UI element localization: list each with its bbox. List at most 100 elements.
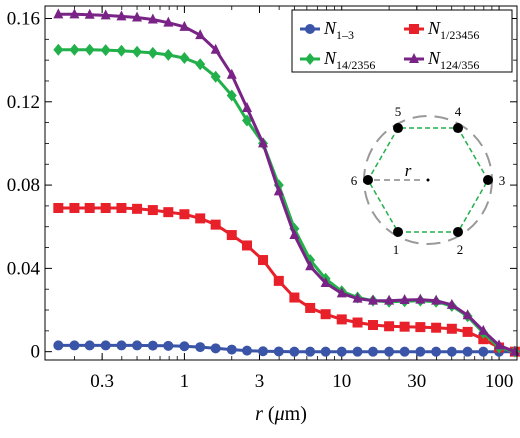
data-point	[431, 322, 442, 333]
data-point	[352, 317, 363, 328]
plot-frame	[44, 5, 518, 361]
data-point	[258, 346, 269, 357]
inset-site	[453, 226, 463, 237]
data-point	[384, 294, 395, 305]
data-point	[289, 292, 300, 303]
data-point	[242, 240, 253, 251]
legend-box	[291, 9, 513, 73]
data-point	[163, 16, 174, 27]
data-point	[163, 48, 174, 61]
data-point	[69, 202, 80, 213]
data-point	[462, 309, 473, 320]
data-point	[273, 275, 284, 286]
data-point	[446, 323, 457, 334]
data-point	[273, 185, 284, 196]
legend-label: N14/2356	[323, 48, 375, 72]
data-point	[116, 44, 127, 57]
data-point	[69, 8, 80, 19]
data-point	[179, 20, 190, 31]
data-point	[84, 340, 95, 351]
data-point	[431, 346, 442, 357]
legend-label: N1/23456	[427, 18, 479, 42]
series-line	[58, 343, 515, 354]
data-point	[195, 213, 206, 224]
data-point	[431, 294, 442, 305]
data-point	[100, 9, 111, 20]
data-point	[53, 202, 64, 213]
legend-marker	[409, 53, 419, 63]
data-point	[53, 340, 64, 351]
data-point	[226, 230, 237, 241]
inset-site-label: 3	[499, 173, 506, 188]
inset-site-label: 1	[393, 242, 400, 257]
x-tick-labels: 0.3 1 3 10 30 100	[90, 371, 513, 392]
data-point	[69, 340, 80, 351]
data-point	[320, 309, 331, 320]
data-point	[478, 346, 489, 357]
data-point	[179, 341, 190, 352]
data-point	[195, 29, 206, 40]
inset-site-label: 4	[455, 104, 462, 119]
data-point	[462, 326, 473, 337]
data-point	[53, 43, 64, 56]
data-point	[352, 292, 363, 303]
data-point	[367, 346, 378, 357]
legend-entry: N124/356	[404, 48, 479, 72]
inset-site	[363, 175, 373, 185]
data-point	[415, 346, 426, 357]
data-point	[494, 339, 505, 350]
data-point	[446, 298, 457, 309]
data-point	[210, 43, 221, 54]
data-point	[399, 321, 410, 332]
data-point	[336, 346, 347, 357]
data-point	[289, 229, 300, 240]
hexagon-inset: 1 2 3 4 5 6 r	[351, 104, 506, 257]
data-point	[352, 346, 363, 357]
data-point	[163, 207, 174, 218]
legend-marker	[305, 53, 315, 65]
legend-label-sub: 14/2356	[336, 58, 375, 72]
data-point	[226, 344, 237, 355]
inset-site	[453, 123, 463, 134]
data-point	[132, 45, 143, 58]
x-axis-title: r (μm)	[255, 403, 307, 425]
data-point	[210, 343, 221, 354]
y-tick-label: 0.08	[7, 175, 40, 196]
y-tick-label: 0.16	[7, 8, 40, 29]
inset-radius-label: r	[405, 161, 412, 180]
series-layer	[53, 8, 520, 358]
data-point	[132, 203, 143, 214]
data-point	[478, 334, 489, 345]
y-tick-labels: 0 0.04 0.08 0.12 0.16	[7, 8, 41, 362]
series-1-3	[53, 340, 520, 357]
inset-center	[426, 178, 430, 182]
data-point	[446, 346, 457, 357]
data-point	[415, 293, 426, 304]
data-point	[367, 294, 378, 305]
data-point	[258, 137, 269, 148]
legend-label: N124/356	[427, 48, 479, 72]
series-124-356	[53, 8, 520, 356]
y-tick-label: 0.12	[7, 92, 40, 113]
data-point	[147, 13, 158, 24]
inset-site-label: 5	[395, 104, 402, 119]
data-point	[242, 102, 253, 113]
data-point	[210, 219, 221, 230]
inset-site-label: 2	[457, 242, 464, 257]
data-point	[179, 52, 190, 65]
data-point	[69, 43, 80, 56]
data-point	[195, 342, 206, 353]
inset-site	[393, 226, 403, 237]
y-tick-label: 0	[31, 342, 41, 363]
data-point	[53, 8, 64, 19]
data-point	[100, 202, 111, 213]
x-tick-label: 0.3	[90, 371, 114, 392]
data-point	[320, 346, 331, 357]
data-point	[147, 205, 158, 216]
inset-site	[393, 123, 403, 134]
data-point	[84, 202, 95, 213]
data-point	[336, 287, 347, 298]
data-point	[384, 321, 395, 332]
data-point	[226, 89, 237, 102]
